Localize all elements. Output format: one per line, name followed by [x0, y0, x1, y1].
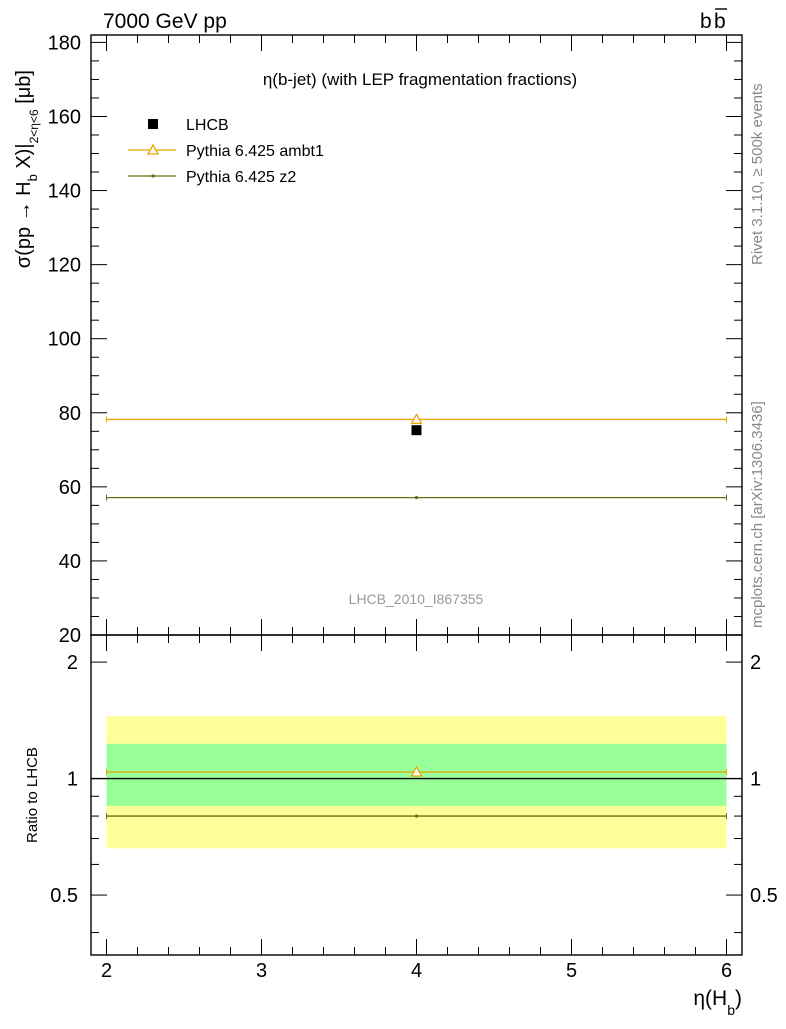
ylabel-mid: X)| — [13, 143, 35, 174]
ratio-y-tick-label-right: 0.5 — [750, 885, 778, 907]
main-y-tick-label: 60 — [59, 477, 81, 499]
xlabel-main: η(H — [693, 987, 727, 1010]
x-tick-label: 2 — [101, 960, 112, 982]
legend-entry-lhcb: LHCB — [148, 117, 229, 134]
x-tick-label: 6 — [721, 960, 732, 982]
x-axis-label: η(Hb) — [693, 987, 742, 1018]
series-layer — [91, 413, 742, 820]
ratio-y-tick-label-right: 2 — [750, 652, 761, 674]
legend-marker-z2 — [151, 174, 155, 178]
x-tick-label: 5 — [566, 960, 577, 982]
ratio-y-tick-label: 1 — [67, 769, 78, 791]
main-ticks: 20 40 60 80 100 120 140 160 180 — [48, 32, 742, 647]
xlabel-sub: b — [727, 1002, 735, 1018]
main-y-tick-label: 140 — [48, 181, 81, 203]
ylabel-main: σ(pp → H — [13, 181, 35, 268]
header-right-b: b — [700, 10, 712, 33]
legend-label-ambt1: Pythia 6.425 ambt1 — [186, 143, 324, 160]
ratio-ambt1-point — [410, 765, 423, 777]
main-y-tick-label: 180 — [48, 32, 81, 54]
ratio-bands — [106, 716, 727, 849]
analysis-watermark: LHCB_2010_I867355 — [349, 591, 484, 607]
main-y-tick-label: 160 — [48, 106, 81, 128]
legend-marker-lhcb — [148, 119, 158, 129]
legend-entry-ambt1: Pythia 6.425 ambt1 — [128, 143, 324, 160]
header-right: b b — [700, 8, 727, 33]
side-text-top: Rivet 3.1.10, ≥ 500k events — [749, 83, 766, 265]
legend-marker-ambt1 — [146, 143, 160, 155]
ratio-y-tick-label-right: 1 — [750, 769, 761, 791]
main-y-tick-label: 40 — [59, 551, 81, 573]
main-y-tick-label: 100 — [48, 329, 81, 351]
side-text-bottom: mcplots.cern.ch [arXiv:1306.3436] — [749, 401, 766, 628]
x-tick-label: 3 — [256, 960, 267, 982]
chart-title: η(b-jet) (with LEP fragmentation fractio… — [263, 70, 577, 89]
x-tick-label: 4 — [411, 960, 422, 982]
main-y-axis-label: σ(pp → Hb X)|2<η<6 [μb] — [13, 70, 41, 268]
z2-point — [414, 495, 419, 500]
ylabel-unit: [μb] — [13, 70, 35, 109]
ylabel-sub-range: 2<η<6 — [27, 109, 41, 143]
xlabel-close: ) — [735, 987, 742, 1010]
ratio-plot-frame — [90, 634, 743, 956]
ratio-y-tick-label: 0.5 — [50, 885, 78, 907]
ratio-y-tick-label: 2 — [67, 652, 78, 674]
header-right-bbar: b — [714, 10, 726, 33]
ylabel-sub-b: b — [25, 174, 40, 181]
ambt1-point — [410, 413, 423, 425]
main-y-tick-label: 20 — [59, 625, 81, 647]
main-y-tick-label: 120 — [48, 255, 81, 277]
legend-label-z2: Pythia 6.425 z2 — [186, 169, 296, 186]
ratio-y-axis-label: Ratio to LHCB — [24, 747, 41, 843]
ratio-z2-point — [414, 814, 419, 818]
header-left: 7000 GeV pp — [103, 10, 227, 33]
legend-label-lhcb: LHCB — [186, 117, 229, 134]
lhcb-data-point — [411, 425, 422, 436]
legend-entry-z2: Pythia 6.425 z2 — [128, 169, 296, 186]
main-y-tick-label: 80 — [59, 403, 81, 425]
legend: LHCB Pythia 6.425 ambt1 Pythia 6.425 z2 — [128, 117, 324, 186]
